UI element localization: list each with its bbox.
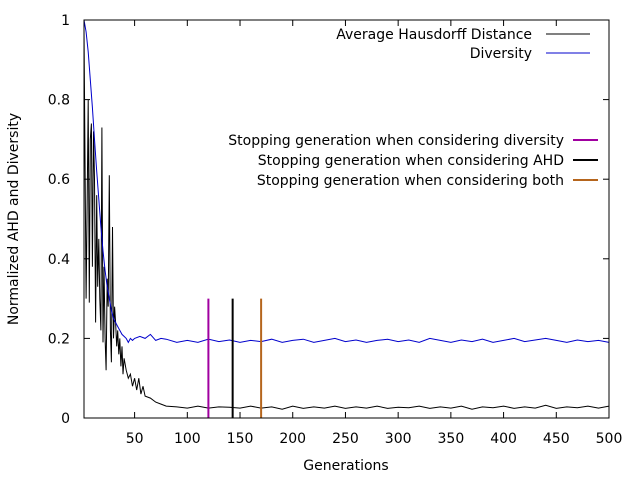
series-line-average-hausdorff-distance	[83, 27, 610, 410]
plot-frame	[83, 19, 610, 419]
stopping-markers	[207, 298, 263, 418]
x-tick-label: 500	[596, 431, 623, 447]
legend-top: Average Hausdorff Distance Diversity	[336, 27, 590, 62]
y-axis-ticks: 0 0.2 0.4 0.6 0.8 1	[48, 13, 609, 427]
x-tick-label: 100	[174, 431, 201, 447]
legend-label: Average Hausdorff Distance	[336, 27, 532, 43]
x-tick-label: 300	[385, 431, 412, 447]
x-tick-label: 250	[332, 431, 359, 447]
y-tick-label: 0.6	[48, 172, 70, 188]
x-tick-label: 200	[279, 431, 306, 447]
y-tick-label: 1	[61, 13, 70, 29]
legend-markers: Stopping generation when considering div…	[228, 133, 598, 189]
y-axis-label: Normalized AHD and Diversity	[6, 113, 22, 325]
x-tick-label: 450	[543, 431, 570, 447]
x-tick-label: 350	[438, 431, 465, 447]
x-axis-label: Generations	[303, 458, 388, 474]
y-tick-label: 0.2	[48, 331, 70, 347]
y-tick-label: 0.8	[48, 93, 70, 109]
legend-marker-label: Stopping generation when considering bot…	[257, 173, 564, 189]
x-tick-label: 150	[227, 431, 254, 447]
x-axis-ticks: 50 100 150 200 250 300 350 400 450 500	[126, 20, 623, 447]
x-tick-label: 50	[126, 431, 144, 447]
y-tick-label: 0.4	[48, 252, 70, 268]
y-tick-label: 0	[61, 411, 70, 427]
legend-label: Diversity	[470, 46, 532, 62]
series-line-diversity	[83, 19, 610, 344]
legend-marker-label: Stopping generation when considering AHD	[258, 153, 564, 169]
legend-marker-label: Stopping generation when considering div…	[228, 133, 564, 149]
series-layer	[83, 19, 610, 410]
x-tick-label: 400	[490, 431, 517, 447]
